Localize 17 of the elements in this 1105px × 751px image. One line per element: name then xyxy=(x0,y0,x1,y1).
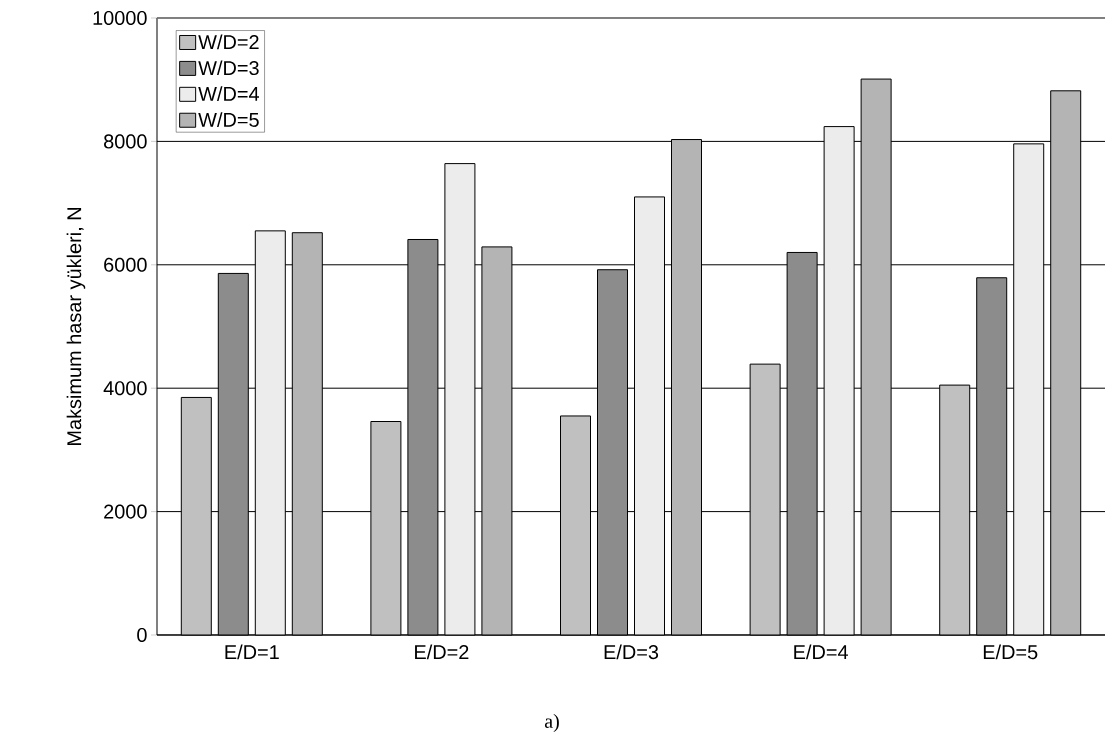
y-tick-label: 6000 xyxy=(104,257,147,272)
legend-label: W/D=5 xyxy=(198,112,259,127)
y-tick-label: 10000 xyxy=(93,10,147,26)
legend-label: W/D=3 xyxy=(198,60,259,76)
y-tick-label: 8000 xyxy=(104,134,147,149)
y-tick-label: 0 xyxy=(137,627,147,643)
x-tick-label: E/D=5 xyxy=(983,644,1038,660)
x-tick-label: E/D=1 xyxy=(225,644,279,660)
y-tick-label: 4000 xyxy=(103,381,147,396)
legend-label: W/D=4 xyxy=(198,86,260,101)
legend-label: W/D=2 xyxy=(198,34,259,50)
x-tick-label: E/D=2 xyxy=(415,644,469,660)
text: a) xyxy=(544,713,559,733)
y-tick-label: 2000 xyxy=(104,504,147,519)
x-tick-label: E/D=3 xyxy=(604,644,659,660)
y-axis-title: Maksimum hasar yükleri, N xyxy=(66,208,86,445)
x-tick-label: E/D=4 xyxy=(794,644,848,660)
